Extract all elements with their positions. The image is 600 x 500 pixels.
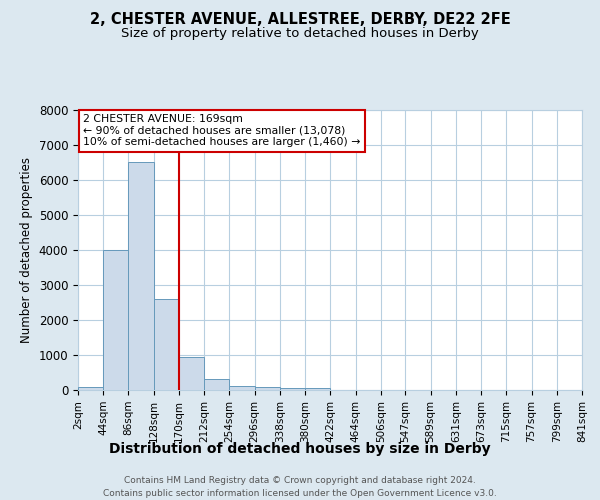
Bar [154, 299, 179, 390]
Bar [128, 162, 154, 390]
Bar [229, 386, 254, 390]
Bar [254, 388, 280, 390]
Bar [78, 386, 103, 390]
Text: 2, CHESTER AVENUE, ALLESTREE, DERBY, DE22 2FE: 2, CHESTER AVENUE, ALLESTREE, DERBY, DE2… [89, 12, 511, 28]
Bar [103, 250, 128, 390]
Bar [305, 388, 331, 390]
Bar [280, 388, 305, 390]
Text: 2 CHESTER AVENUE: 169sqm
← 90% of detached houses are smaller (13,078)
10% of se: 2 CHESTER AVENUE: 169sqm ← 90% of detach… [83, 114, 361, 148]
Text: Contains HM Land Registry data © Crown copyright and database right 2024.: Contains HM Land Registry data © Crown c… [124, 476, 476, 485]
Text: Size of property relative to detached houses in Derby: Size of property relative to detached ho… [121, 28, 479, 40]
Y-axis label: Number of detached properties: Number of detached properties [20, 157, 33, 343]
Text: Contains public sector information licensed under the Open Government Licence v3: Contains public sector information licen… [103, 489, 497, 498]
Bar [204, 378, 229, 390]
Text: Distribution of detached houses by size in Derby: Distribution of detached houses by size … [109, 442, 491, 456]
Bar [179, 357, 204, 390]
